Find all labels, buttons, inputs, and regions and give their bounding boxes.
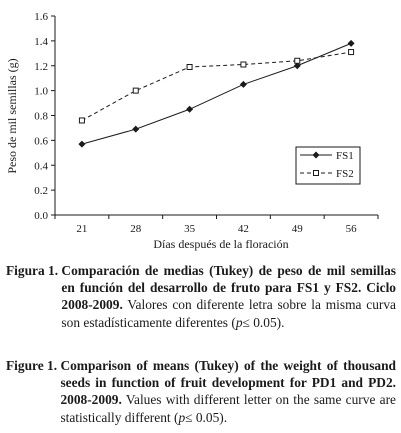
y-tick-label: 0.6 bbox=[34, 135, 48, 147]
chart: 0.0 0.2 0.4 0.6 0.8 1.0 1.2 1.4 1.6 21 28 35 42 49 56… bbox=[5, 11, 379, 251]
caption-text-en: Values with different letter on the same… bbox=[60, 392, 396, 425]
data-point-fs2 bbox=[294, 57, 301, 64]
series-line-fs1 bbox=[81, 42, 352, 145]
figure-caption-en: Figure 1. Comparison of means (Tukey) of… bbox=[6, 357, 396, 426]
x-tick-label: 21 bbox=[76, 223, 87, 235]
x-tick-label: 28 bbox=[130, 223, 142, 235]
caption-text-end-en: ≤ 0.05). bbox=[185, 409, 228, 425]
caption-text-end-es: ≤ 0.05). bbox=[242, 314, 285, 330]
legend: FS1 FS2 bbox=[295, 146, 361, 185]
x-tick-label: 49 bbox=[292, 223, 304, 235]
x-axis-title: Días después de la floración bbox=[153, 237, 288, 251]
series-line-fs2 bbox=[81, 51, 352, 121]
caption-p-es: p bbox=[235, 314, 243, 330]
caption-text-es: Valores con diferente letra sobre la mis… bbox=[61, 297, 396, 330]
data-point-fs2 bbox=[186, 63, 193, 70]
caption-label-en: Figure 1. bbox=[6, 358, 61, 373]
y-tick-label: 0.0 bbox=[34, 210, 48, 222]
caption-p-en: p bbox=[178, 409, 186, 425]
x-axis: 21 28 35 42 49 56 bbox=[54, 214, 379, 235]
y-tick-label: 1.2 bbox=[34, 61, 48, 73]
data-point-fs1 bbox=[78, 140, 86, 148]
data-point-fs1 bbox=[293, 62, 301, 70]
caption-title-es: Comparación de medias (Tukey) de peso de… bbox=[61, 263, 396, 313]
caption-title-en: Comparison of means (Tukey) of the weigh… bbox=[60, 358, 396, 408]
data-point-fs2 bbox=[240, 61, 247, 68]
y-tick-label: 0.4 bbox=[34, 160, 48, 172]
x-tick-label: 56 bbox=[346, 223, 358, 235]
data-point-fs1 bbox=[132, 125, 140, 133]
y-tick-label: 1.4 bbox=[34, 36, 48, 48]
data-point-fs1 bbox=[186, 105, 194, 113]
x-tick-label: 35 bbox=[184, 223, 196, 235]
data-point-fs2 bbox=[78, 117, 85, 124]
y-axis: 0.0 0.2 0.4 0.6 0.8 1.0 1.2 1.4 1.6 bbox=[34, 11, 56, 222]
x-tick-label: 42 bbox=[238, 223, 249, 235]
y-tick-label: 1.0 bbox=[34, 86, 48, 98]
legend-label-fs1: FS1 bbox=[336, 150, 354, 162]
series-layer bbox=[78, 39, 355, 148]
caption-label-es: Figura 1. bbox=[6, 263, 62, 278]
data-point-fs2 bbox=[132, 87, 139, 94]
data-point-fs2 bbox=[348, 49, 355, 56]
legend-marker-fs2 bbox=[313, 170, 319, 176]
legend-marker-fs1 bbox=[312, 151, 320, 159]
data-point-fs1 bbox=[239, 80, 247, 88]
y-axis-title: Peso de mil semillas (g) bbox=[5, 58, 19, 173]
figure-caption-es: Figura 1. Comparación de medias (Tukey) … bbox=[6, 262, 396, 331]
y-tick-label: 0.8 bbox=[34, 111, 48, 123]
legend-box bbox=[295, 146, 361, 185]
legend-label-fs2: FS2 bbox=[336, 168, 354, 180]
y-tick-label: 1.6 bbox=[34, 11, 48, 23]
y-tick-label: 0.2 bbox=[34, 185, 48, 197]
data-point-fs1 bbox=[347, 39, 355, 47]
